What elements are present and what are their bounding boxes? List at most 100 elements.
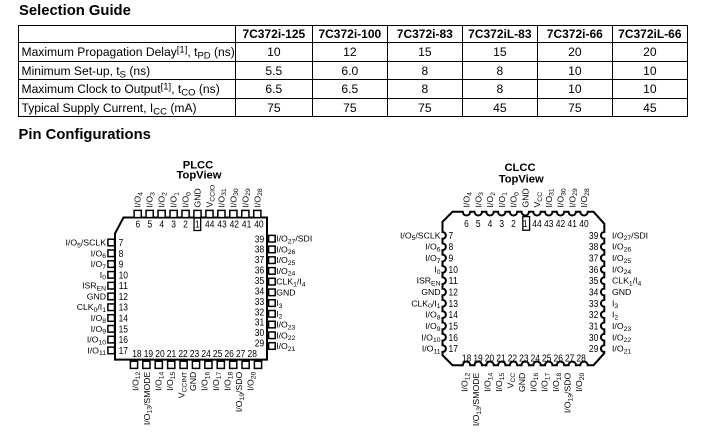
svg-text:I/O20: I/O20 — [246, 371, 258, 390]
svg-text:31: 31 — [255, 318, 265, 329]
svg-text:23: 23 — [519, 354, 529, 365]
svg-text:I/O23: I/O23 — [276, 320, 295, 332]
svg-text:I/O19/SDO: I/O19/SDO — [234, 371, 246, 412]
svg-text:28: 28 — [576, 354, 586, 365]
svg-text:27: 27 — [236, 349, 246, 360]
svg-text:34: 34 — [589, 288, 599, 299]
svg-text:I/O28: I/O28 — [579, 188, 591, 207]
svg-text:24: 24 — [531, 354, 541, 365]
svg-text:I/O12: I/O12 — [130, 371, 142, 390]
svg-text:2: 2 — [183, 219, 188, 230]
svg-text:I/O13/SMODE: I/O13/SMODE — [142, 372, 154, 426]
svg-text:GND: GND — [517, 373, 527, 392]
svg-text:17: 17 — [119, 346, 129, 357]
svg-text:I/O24: I/O24 — [276, 266, 295, 278]
svg-text:ISREN: ISREN — [417, 276, 441, 288]
svg-text:19: 19 — [473, 354, 483, 365]
svg-text:I/O7: I/O7 — [91, 259, 107, 271]
svg-text:I/O27/SDI: I/O27/SDI — [276, 234, 312, 246]
svg-text:8: 8 — [119, 249, 124, 260]
svg-text:32: 32 — [589, 310, 599, 321]
svg-text:40: 40 — [254, 219, 264, 230]
svg-text:I/O18: I/O18 — [223, 371, 235, 390]
svg-text:29: 29 — [255, 339, 265, 350]
svg-text:I3: I3 — [612, 298, 618, 310]
svg-text:VCCINT: VCCINT — [177, 372, 189, 399]
svg-text:I/O6: I/O6 — [425, 242, 441, 254]
svg-text:15: 15 — [449, 321, 459, 332]
svg-text:12: 12 — [449, 288, 459, 299]
svg-text:CLK1/I4: CLK1/I4 — [612, 276, 642, 288]
svg-text:I/O1: I/O1 — [497, 192, 509, 208]
svg-text:19: 19 — [144, 349, 154, 360]
svg-text:22: 22 — [178, 349, 188, 360]
svg-text:7: 7 — [119, 238, 124, 249]
svg-text:9: 9 — [119, 260, 124, 271]
svg-text:33: 33 — [255, 297, 265, 308]
svg-text:I/O2: I/O2 — [157, 192, 169, 208]
svg-text:GND: GND — [193, 188, 203, 207]
svg-text:TopView: TopView — [499, 173, 544, 185]
svg-text:42: 42 — [230, 219, 240, 230]
svg-text:I/O31: I/O31 — [544, 188, 556, 207]
svg-text:12: 12 — [119, 292, 129, 303]
svg-text:I/O26: I/O26 — [276, 244, 295, 256]
svg-text:29: 29 — [589, 344, 599, 355]
svg-text:I/O10: I/O10 — [87, 335, 106, 347]
svg-text:16: 16 — [119, 335, 129, 346]
svg-text:7: 7 — [449, 231, 454, 242]
svg-text:4: 4 — [159, 219, 164, 230]
svg-text:CLK1/I4: CLK1/I4 — [276, 277, 306, 289]
svg-text:41: 41 — [568, 219, 578, 230]
svg-text:4: 4 — [488, 219, 493, 230]
svg-text:21: 21 — [167, 349, 177, 360]
svg-text:I/O15: I/O15 — [165, 371, 177, 390]
svg-text:GND: GND — [87, 291, 106, 301]
svg-text:I/O10: I/O10 — [421, 332, 440, 344]
svg-text:28: 28 — [248, 349, 258, 360]
svg-text:5: 5 — [476, 219, 481, 230]
svg-text:1: 1 — [523, 219, 528, 230]
svg-text:20: 20 — [155, 349, 165, 360]
svg-text:I/O5/SCLK: I/O5/SCLK — [400, 230, 441, 242]
svg-text:VCCIO: VCCIO — [204, 185, 216, 208]
svg-text:I/O12: I/O12 — [460, 372, 472, 391]
svg-text:I0: I0 — [434, 264, 440, 276]
svg-text:I/O5/SCLK: I/O5/SCLK — [66, 238, 107, 250]
svg-text:I/O3: I/O3 — [473, 192, 485, 208]
svg-text:26: 26 — [224, 349, 234, 360]
svg-text:I/O4: I/O4 — [462, 192, 474, 208]
svg-text:I/O1: I/O1 — [169, 192, 181, 208]
svg-text:I/O13/SMODE: I/O13/SMODE — [471, 373, 483, 427]
svg-text:GND: GND — [612, 287, 631, 297]
svg-text:I/O4: I/O4 — [133, 192, 145, 208]
svg-text:I/O14: I/O14 — [153, 371, 165, 390]
svg-text:GND: GND — [421, 287, 440, 297]
svg-text:36: 36 — [589, 265, 599, 276]
svg-text:32: 32 — [255, 307, 265, 318]
svg-text:I/O15: I/O15 — [494, 372, 506, 391]
svg-text:37: 37 — [589, 254, 599, 265]
svg-text:I/O8: I/O8 — [425, 310, 441, 322]
svg-text:9: 9 — [449, 254, 454, 265]
svg-text:I/O22: I/O22 — [276, 330, 295, 342]
svg-text:VCC: VCC — [532, 192, 544, 208]
svg-text:I/O29: I/O29 — [240, 188, 252, 207]
svg-text:I2: I2 — [612, 310, 618, 322]
svg-text:I/O9: I/O9 — [91, 324, 107, 336]
svg-text:42: 42 — [556, 219, 566, 230]
svg-text:8: 8 — [449, 242, 454, 253]
svg-text:39: 39 — [589, 231, 599, 242]
svg-text:21: 21 — [496, 354, 506, 365]
svg-text:I/O3: I/O3 — [145, 192, 157, 208]
svg-text:15: 15 — [119, 324, 129, 335]
svg-text:10: 10 — [449, 265, 459, 276]
svg-text:43: 43 — [544, 219, 554, 230]
svg-text:I/O18: I/O18 — [551, 372, 563, 391]
svg-text:I/O28: I/O28 — [252, 188, 264, 207]
svg-text:I/O0: I/O0 — [509, 192, 521, 208]
svg-text:30: 30 — [589, 333, 599, 344]
svg-text:26: 26 — [554, 354, 564, 365]
svg-text:5: 5 — [147, 219, 152, 230]
svg-text:6: 6 — [464, 219, 469, 230]
